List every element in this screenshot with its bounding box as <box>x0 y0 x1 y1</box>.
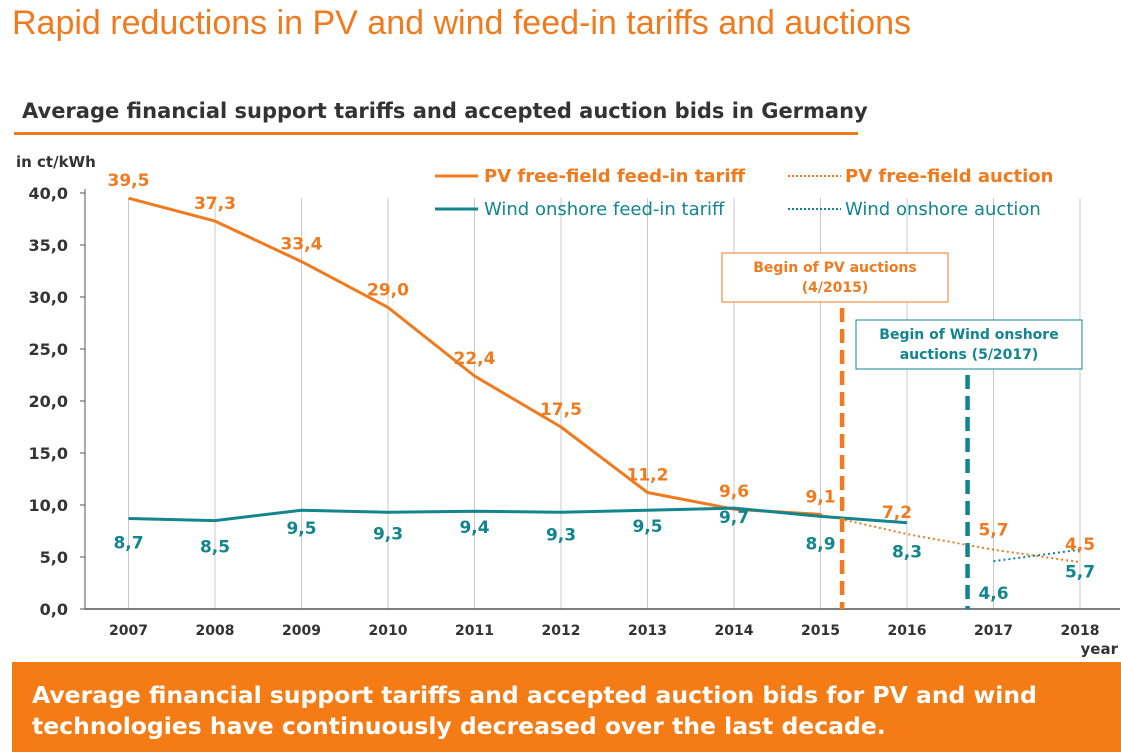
x-tick-label: 2012 <box>542 623 581 639</box>
data-label-2008: 8,5 <box>200 538 230 558</box>
series-wind-tariff <box>128 506 908 525</box>
data-label-2009: 9,5 <box>286 519 316 539</box>
annotations: Begin of PV auctions (4/2015) Begin of Win… <box>721 252 1083 609</box>
annotation-text: Begin of Wind onshore <box>879 327 1058 343</box>
x-tick-label: 2016 <box>888 623 927 639</box>
data-label-2015: 8,9 <box>805 534 835 554</box>
data-label-2012: 17,5 <box>540 400 582 420</box>
data-label-2017: 5,7 <box>978 521 1008 541</box>
legend-label: Wind onshore feed-in tariff <box>484 199 725 220</box>
data-label-2017: 4,6 <box>978 584 1008 604</box>
x-axis-ticks: 2007 2008 2009 2010 2011 2012 2013 2014 2015 2016… <box>109 623 1099 639</box>
y-tick-label: 0,0 <box>40 600 68 619</box>
data-label-2018: 4,5 <box>1065 535 1095 555</box>
legend-label: PV free-field feed-in tariff <box>484 166 746 187</box>
slide-title: Rapid reductions in PV and wind feed-in … <box>12 4 912 42</box>
series-pv-auction <box>820 513 1081 564</box>
legend-label: PV free-field auction <box>845 166 1053 187</box>
annotation-text: (4/2015) <box>802 280 869 296</box>
data-labels: 39,5 37,3 33,4 29,0 22,4 17,5 11,2 9,6 9,1 7,2 5,7… <box>108 171 1096 604</box>
data-label-2014: 9,7 <box>719 508 749 528</box>
data-label-2014: 9,6 <box>719 482 749 502</box>
x-tick-label: 2013 <box>628 623 667 639</box>
data-label-2015: 9,1 <box>805 487 835 507</box>
y-tick-label: 35,0 <box>29 236 68 255</box>
subtitle-underline <box>14 132 858 135</box>
data-label-2013: 9,5 <box>632 517 662 537</box>
data-label-2011: 9,4 <box>459 518 489 538</box>
x-tick-label: 2017 <box>974 623 1013 639</box>
x-tick-label: 2008 <box>196 623 235 639</box>
series-pv-tariff <box>128 196 821 516</box>
data-label-2010: 29,0 <box>367 280 409 300</box>
summary-banner: Average financial support tariffs and ac… <box>12 662 1121 752</box>
x-tick-label: 2015 <box>801 623 840 639</box>
data-label-2010: 9,3 <box>373 524 403 544</box>
y-tick-label: 10,0 <box>29 496 68 515</box>
series-line <box>820 513 1081 564</box>
x-tick-label: 2011 <box>455 623 494 639</box>
y-axis-label: in ct/kWh <box>16 153 96 171</box>
y-tick-label: 40,0 <box>29 184 68 203</box>
y-tick-label: 15,0 <box>29 444 68 463</box>
data-label-2007: 39,5 <box>108 171 150 191</box>
x-tick-label: 2010 <box>369 623 408 639</box>
y-axis-ticks: 0,0 5,0 10,0 15,0 20,0 25,0 30,0 35,0 40,0 <box>29 184 85 619</box>
annotation-box-wind <box>855 319 1083 370</box>
y-tick-label: 25,0 <box>29 340 68 359</box>
data-label-2016: 8,3 <box>892 543 922 563</box>
summary-text: Average financial support tariffs and ac… <box>32 681 1037 740</box>
annotation-text: auctions (5/2017) <box>900 347 1039 363</box>
chart-subtitle: Average financial support tariffs and ac… <box>22 99 868 123</box>
x-axis-label: year <box>1081 640 1119 658</box>
y-tick-label: 30,0 <box>29 288 68 307</box>
data-label-2012: 9,3 <box>546 525 576 545</box>
legend: PV free-field feed-in tariff PV free-fiel… <box>435 166 1053 220</box>
data-label-2008: 37,3 <box>194 194 236 214</box>
data-label-2013: 11,2 <box>627 466 669 486</box>
data-label-2016: 7,2 <box>882 503 912 523</box>
series-wind-auction <box>993 548 1081 563</box>
y-tick-label: 5,0 <box>40 548 68 567</box>
x-tick-label: 2014 <box>715 623 754 639</box>
series-line <box>128 196 821 516</box>
data-label-2011: 22,4 <box>454 349 496 369</box>
annotation-box-pv <box>721 252 949 303</box>
annotation-text: Begin of PV auctions <box>753 260 917 276</box>
legend-label: Wind onshore auction <box>845 199 1041 220</box>
x-tick-label: 2009 <box>282 623 321 639</box>
data-label-2018: 5,7 <box>1065 563 1095 583</box>
x-tick-label: 2018 <box>1061 623 1100 639</box>
series-line <box>128 506 908 525</box>
data-label-2009: 33,4 <box>281 235 323 255</box>
x-tick-label: 2007 <box>109 623 148 639</box>
data-label-2007: 8,7 <box>113 534 143 554</box>
y-tick-label: 20,0 <box>29 392 68 411</box>
